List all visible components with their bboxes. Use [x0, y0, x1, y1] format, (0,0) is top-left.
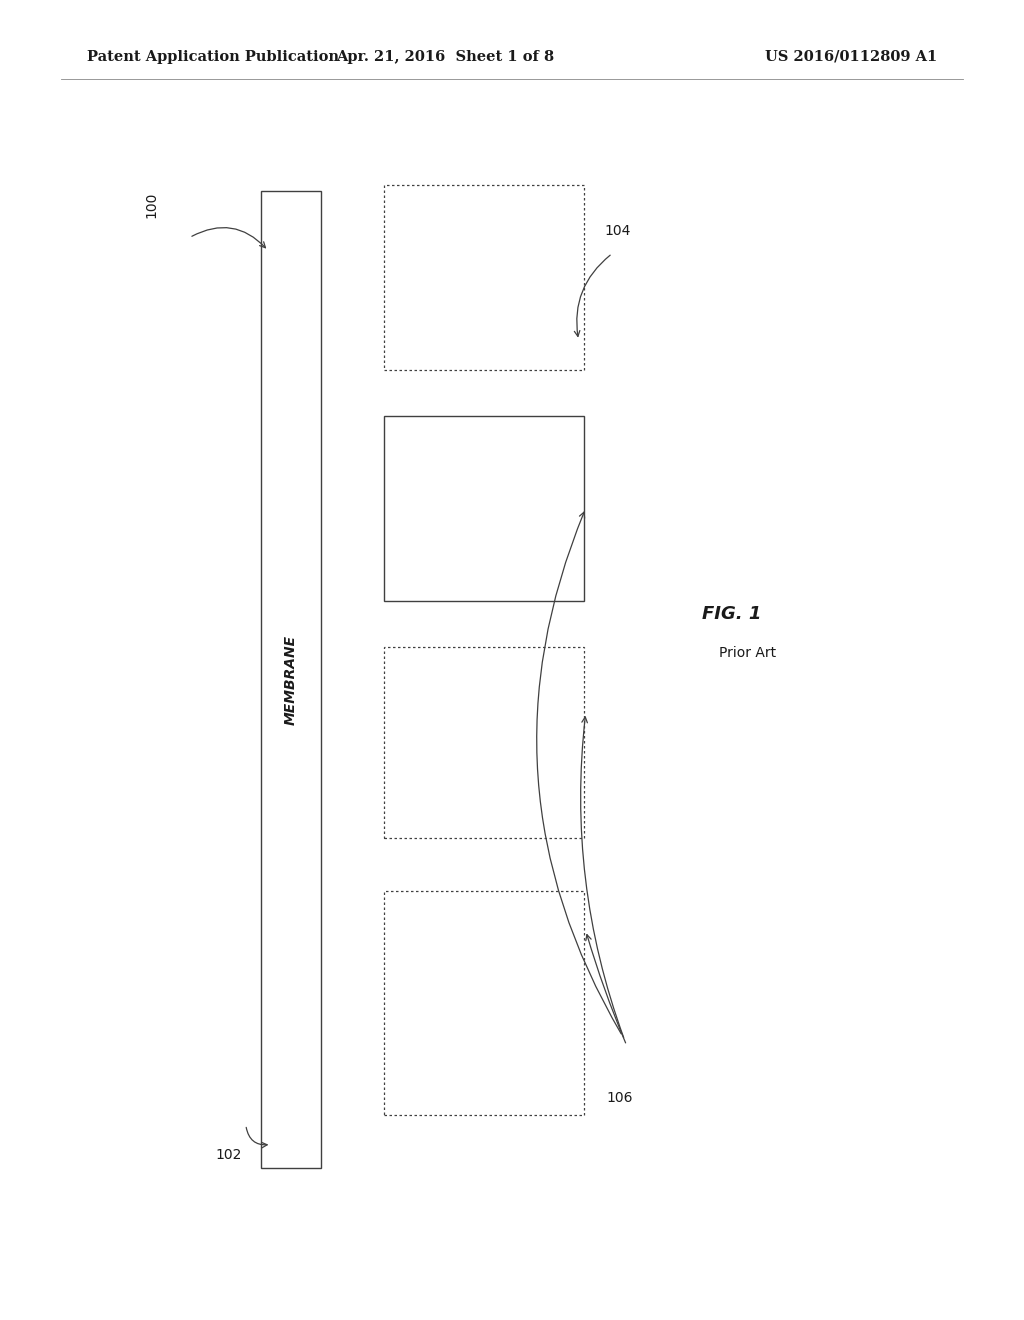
Text: 100: 100	[144, 191, 159, 218]
Text: Prior Art: Prior Art	[719, 647, 776, 660]
Text: 104: 104	[604, 224, 631, 238]
Bar	[384, 647, 584, 838]
Bar	[384, 891, 584, 1115]
Text: US 2016/0112809 A1: US 2016/0112809 A1	[765, 50, 937, 63]
Text: FIG. 1: FIG. 1	[702, 605, 762, 623]
Text: 102: 102	[215, 1148, 242, 1162]
Text: 106: 106	[606, 1092, 633, 1105]
Bar	[261, 191, 321, 1168]
Text: MEMBRANE: MEMBRANE	[284, 635, 298, 725]
Text: Patent Application Publication: Patent Application Publication	[87, 50, 339, 63]
Bar	[384, 185, 584, 370]
Bar	[384, 416, 584, 601]
Text: Apr. 21, 2016  Sheet 1 of 8: Apr. 21, 2016 Sheet 1 of 8	[336, 50, 555, 63]
